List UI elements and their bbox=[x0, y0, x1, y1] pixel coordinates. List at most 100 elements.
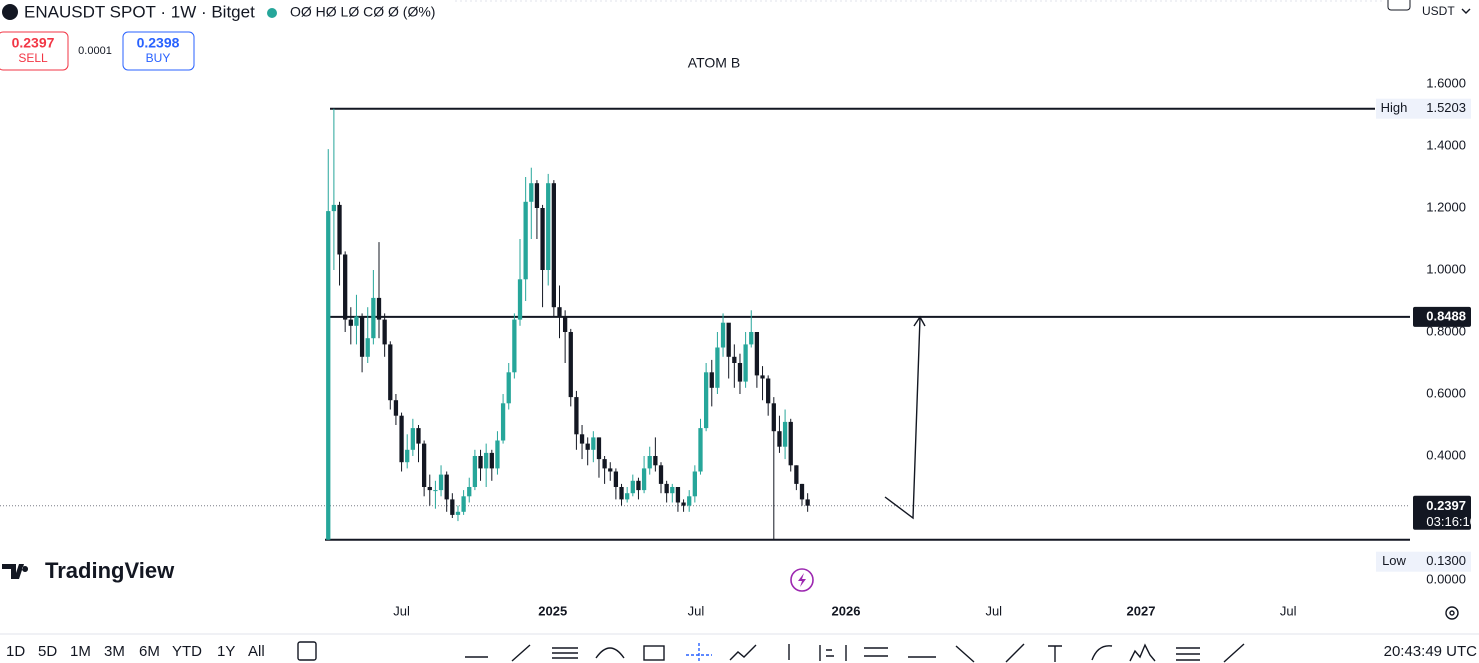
candle-body bbox=[726, 322, 731, 357]
range-button[interactable]: 5D bbox=[38, 643, 57, 660]
level-value: 0.1300 bbox=[1426, 553, 1466, 568]
range-button[interactable]: 1M bbox=[70, 643, 91, 660]
tool-curve[interactable] bbox=[1091, 645, 1113, 661]
candle-body bbox=[484, 452, 489, 469]
candle-body bbox=[467, 487, 472, 497]
candle-body bbox=[732, 356, 737, 363]
y-tick-label: 0.4000 bbox=[1426, 447, 1466, 462]
candle-body bbox=[450, 499, 455, 515]
range-button[interactable]: 1Y bbox=[217, 643, 235, 660]
candle-body bbox=[354, 316, 359, 326]
candle-body bbox=[416, 428, 421, 444]
level-name-badge bbox=[1376, 551, 1413, 572]
candle-body bbox=[495, 440, 500, 469]
tool-line[interactable] bbox=[955, 645, 975, 663]
candle-body bbox=[799, 483, 805, 500]
range-button[interactable]: All bbox=[248, 643, 265, 660]
candle-body bbox=[557, 307, 562, 317]
tool-channel[interactable] bbox=[552, 647, 578, 659]
tool-pattern[interactable] bbox=[1129, 643, 1156, 662]
y-tick-label: 1.4000 bbox=[1426, 137, 1466, 152]
candle-body bbox=[647, 456, 652, 469]
candle-body bbox=[574, 397, 579, 435]
y-tick-label: 1.6000 bbox=[1426, 75, 1466, 90]
level-value-badge bbox=[1413, 551, 1471, 572]
candle-body bbox=[681, 502, 686, 506]
tool-position[interactable] bbox=[1176, 647, 1200, 661]
x-tick-label: 2026 bbox=[832, 603, 861, 618]
brand-name: TradingView bbox=[45, 558, 175, 583]
tool-trend[interactable] bbox=[511, 644, 531, 662]
drawing-tools bbox=[465, 643, 1245, 663]
chart-title: ATOM B bbox=[688, 55, 740, 71]
tool-cross[interactable] bbox=[686, 643, 712, 663]
candle-body bbox=[438, 474, 444, 491]
last-price: 0.2397 bbox=[1426, 498, 1466, 513]
tool-text[interactable] bbox=[1048, 645, 1062, 662]
candle-body bbox=[805, 499, 810, 506]
candle-body bbox=[771, 403, 776, 432]
candle-body bbox=[777, 431, 782, 447]
candle-body bbox=[636, 480, 641, 491]
candle-body bbox=[760, 375, 765, 379]
range-button[interactable]: 3M bbox=[104, 643, 125, 660]
calendar-icon[interactable] bbox=[297, 641, 317, 661]
last-price-badge bbox=[1413, 495, 1471, 530]
candle-body bbox=[343, 254, 348, 320]
candle-body bbox=[743, 344, 748, 382]
lightning-icon bbox=[798, 573, 806, 587]
x-tick-label: Jul bbox=[393, 603, 410, 618]
candle-body bbox=[393, 400, 399, 416]
countdown: 03:16:10 bbox=[1426, 514, 1477, 529]
candle-body bbox=[675, 487, 681, 503]
status-dot bbox=[267, 8, 277, 18]
candle-body bbox=[788, 421, 793, 466]
drawn-arrowhead bbox=[913, 315, 926, 327]
range-button[interactable]: 1D bbox=[6, 643, 25, 660]
settings-icon[interactable] bbox=[1445, 606, 1459, 620]
candle-body bbox=[388, 344, 393, 401]
candle-body bbox=[382, 319, 387, 345]
plot: 0.0000 0.4000 0.6000 0.8000 1.0000 1.2000 1.40… bbox=[0, 75, 1477, 618]
x-tick-label: Jul bbox=[1280, 603, 1297, 618]
x-tick-label: 2025 bbox=[538, 603, 567, 618]
add-button[interactable] bbox=[1387, 0, 1411, 11]
candle-body bbox=[512, 319, 517, 373]
sell-button[interactable] bbox=[0, 31, 69, 71]
candle-body bbox=[546, 183, 551, 270]
candle-body bbox=[630, 480, 635, 494]
candle-body bbox=[444, 474, 449, 500]
tool-brush[interactable] bbox=[1005, 643, 1025, 663]
tool-arc[interactable] bbox=[595, 647, 625, 659]
level-value: 0.8488 bbox=[1426, 308, 1466, 323]
candle-body bbox=[568, 332, 573, 398]
candle-body bbox=[500, 403, 506, 441]
tool-path[interactable] bbox=[729, 644, 757, 661]
candle-body bbox=[619, 487, 624, 500]
candle-body bbox=[664, 483, 669, 494]
candle-body bbox=[551, 183, 556, 308]
candle-body bbox=[608, 468, 613, 472]
candle-body bbox=[461, 496, 466, 512]
y-tick-label: 1.2000 bbox=[1426, 199, 1466, 214]
range-button[interactable]: 6M bbox=[139, 643, 160, 660]
tool-measure[interactable] bbox=[1223, 643, 1245, 663]
candle-body bbox=[371, 297, 376, 339]
candle-body bbox=[596, 437, 602, 460]
buy-button[interactable] bbox=[122, 31, 195, 71]
tool-rect[interactable] bbox=[643, 645, 665, 661]
tool-forecast[interactable] bbox=[819, 645, 834, 661]
candle-body bbox=[337, 204, 342, 255]
range-button[interactable]: YTD bbox=[172, 643, 202, 660]
candle-body bbox=[427, 487, 432, 491]
symbol-title: ENAUSDT SPOT · 1W · Bitget bbox=[24, 2, 255, 21]
candle-body bbox=[766, 378, 771, 404]
candle-body bbox=[698, 428, 703, 472]
candle-body bbox=[737, 363, 743, 382]
candle-body bbox=[579, 434, 585, 444]
candle-body bbox=[625, 493, 630, 500]
candle-body bbox=[653, 456, 658, 466]
tool-fib[interactable] bbox=[845, 645, 888, 661]
candle-body bbox=[782, 421, 788, 447]
candle-body bbox=[687, 496, 692, 506]
